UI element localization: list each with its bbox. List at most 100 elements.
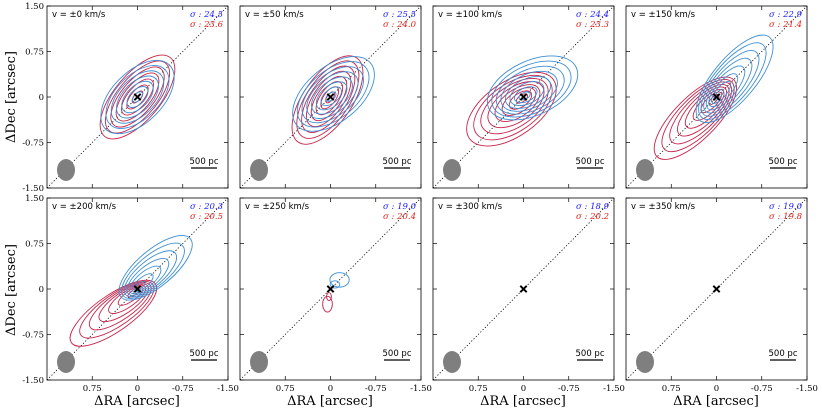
x-tick-label: -0.75 <box>751 384 773 394</box>
scale-bar-label: 500 pc <box>190 157 219 167</box>
red-contour <box>99 54 176 140</box>
red-contour <box>310 75 348 122</box>
center-marker <box>326 285 335 293</box>
blue-contour <box>105 65 170 129</box>
blue-contour <box>116 75 159 119</box>
panel-plot-area <box>433 198 614 380</box>
blue-contour <box>329 272 350 288</box>
y-tick-label: -1.50 <box>22 184 44 194</box>
panel-7: v = ±300 km/s σ : 18.9σ : 20.2 500 pc 0.75 0… <box>432 197 625 394</box>
center-marker <box>326 93 335 101</box>
blue-contour <box>315 81 348 111</box>
y-tick-label: 0.75 <box>25 48 44 58</box>
center-marker <box>712 93 721 101</box>
panel-plot-area <box>626 198 807 380</box>
red-contour <box>296 60 360 139</box>
red-contour <box>480 77 549 135</box>
y-tick-label: 0 <box>39 93 44 103</box>
panel-plot-area <box>240 198 421 380</box>
y-tick-label: -0.75 <box>22 139 44 149</box>
sigma-blue-label: σ : 22.9 <box>769 10 803 20</box>
beam-ellipse <box>443 351 461 373</box>
blue-contour <box>123 250 177 298</box>
red-contour <box>108 284 147 314</box>
beam-ellipse <box>250 351 268 373</box>
red-contour <box>669 81 733 145</box>
panel-plot-area <box>47 6 228 188</box>
panels-group: v = ±0 km/s σ : 24.5σ : 23.6 500 pc 1.50 0.7… <box>22 2 818 394</box>
velocity-label: v = ±100 km/s <box>438 10 503 20</box>
x-tick-label: 0 <box>328 384 333 394</box>
red-contour <box>661 79 735 153</box>
panel-5: v = ±200 km/s σ : 20.3σ : 20.5 500 pc 0.75 0… <box>22 194 239 394</box>
center-marker <box>519 93 528 101</box>
blue-contour <box>504 76 552 109</box>
scale-bar-label: 500 pc <box>190 349 219 359</box>
scale-bar-label: 500 pc <box>769 349 798 359</box>
sigma-blue-label: σ : 24.4 <box>576 10 609 20</box>
x-tick-label: -0.75 <box>365 384 387 394</box>
ticks <box>433 5 615 189</box>
beam-ellipse <box>443 159 461 181</box>
panel-8: v = ±350 km/s σ : 19.0σ : 19.8 500 pc 0.75 0… <box>625 197 818 394</box>
y-tick-label: 1.50 <box>25 2 44 12</box>
x-tick-label: 0 <box>714 384 719 394</box>
sigma-blue-label: σ : 19.0 <box>383 202 417 212</box>
velocity-label: v = ±0 km/s <box>52 10 106 20</box>
y-tick-label: -1.50 <box>22 376 44 386</box>
red-contour <box>115 72 160 122</box>
red-contour <box>121 78 154 116</box>
scale-bar-label: 500 pc <box>576 349 605 359</box>
blue-contour <box>129 265 162 295</box>
blue-contour <box>486 55 579 121</box>
blue-contour <box>500 70 558 112</box>
scale-bar-label: 500 pc <box>769 157 798 167</box>
center-marker <box>519 285 528 293</box>
beam-ellipse <box>57 159 75 181</box>
red-contour <box>677 84 730 137</box>
blue-contour <box>705 65 746 111</box>
red-contour <box>494 84 541 122</box>
red-contour <box>501 87 537 116</box>
x-tick-label: -0.75 <box>172 384 194 394</box>
red-contour <box>126 84 149 110</box>
blue-contour <box>514 86 538 104</box>
blue-contour <box>110 70 165 124</box>
y-axis-label-top: ΔDec [arcsec] <box>4 51 19 143</box>
panel-plot-area <box>240 6 421 188</box>
blue-contour <box>126 258 170 296</box>
red-contour <box>98 283 149 323</box>
y-axis-label-bottom: ΔDec [arcsec] <box>4 244 19 336</box>
velocity-label: v = ±350 km/s <box>631 202 696 212</box>
ticks <box>47 5 229 189</box>
sigma-red-label: σ : 20.4 <box>383 212 416 222</box>
blue-contour <box>708 73 739 108</box>
blue-contour <box>301 66 364 124</box>
red-contour <box>306 70 352 127</box>
x-tick-label: 0 <box>521 384 526 394</box>
x-tick-label: 0 <box>135 384 140 394</box>
blue-contour <box>306 71 359 119</box>
blue-contour <box>700 50 760 117</box>
red-contour <box>653 76 738 160</box>
blue-contour <box>320 86 342 107</box>
sigma-red-label: σ : 19.8 <box>769 212 803 222</box>
panel-plot-area <box>47 198 228 380</box>
x-tick-label: 0.75 <box>662 384 681 394</box>
ticks <box>240 197 422 381</box>
x-axis-label-2: ΔRA [arcsec] <box>287 394 373 409</box>
velocity-label: v = ±250 km/s <box>245 202 310 212</box>
red-contour <box>508 90 533 110</box>
panel-plot-area <box>626 6 807 188</box>
panel-4: v = ±150 km/s σ : 22.9σ : 21.4 500 pc <box>625 5 808 189</box>
sigma-red-label: σ : 20.5 <box>190 212 223 222</box>
blue-contour <box>118 235 193 301</box>
red-contour <box>466 71 557 147</box>
blue-contour <box>121 80 154 114</box>
panel-2: v = ±50 km/s σ : 25.5σ : 24.0 500 pc <box>239 5 422 189</box>
ticks <box>433 197 615 381</box>
panel-1: v = ±0 km/s σ : 24.5σ : 23.6 500 pc 1.50 0.7… <box>22 2 229 194</box>
sigma-blue-label: σ : 19.0 <box>769 202 803 212</box>
blue-contour <box>329 280 341 289</box>
